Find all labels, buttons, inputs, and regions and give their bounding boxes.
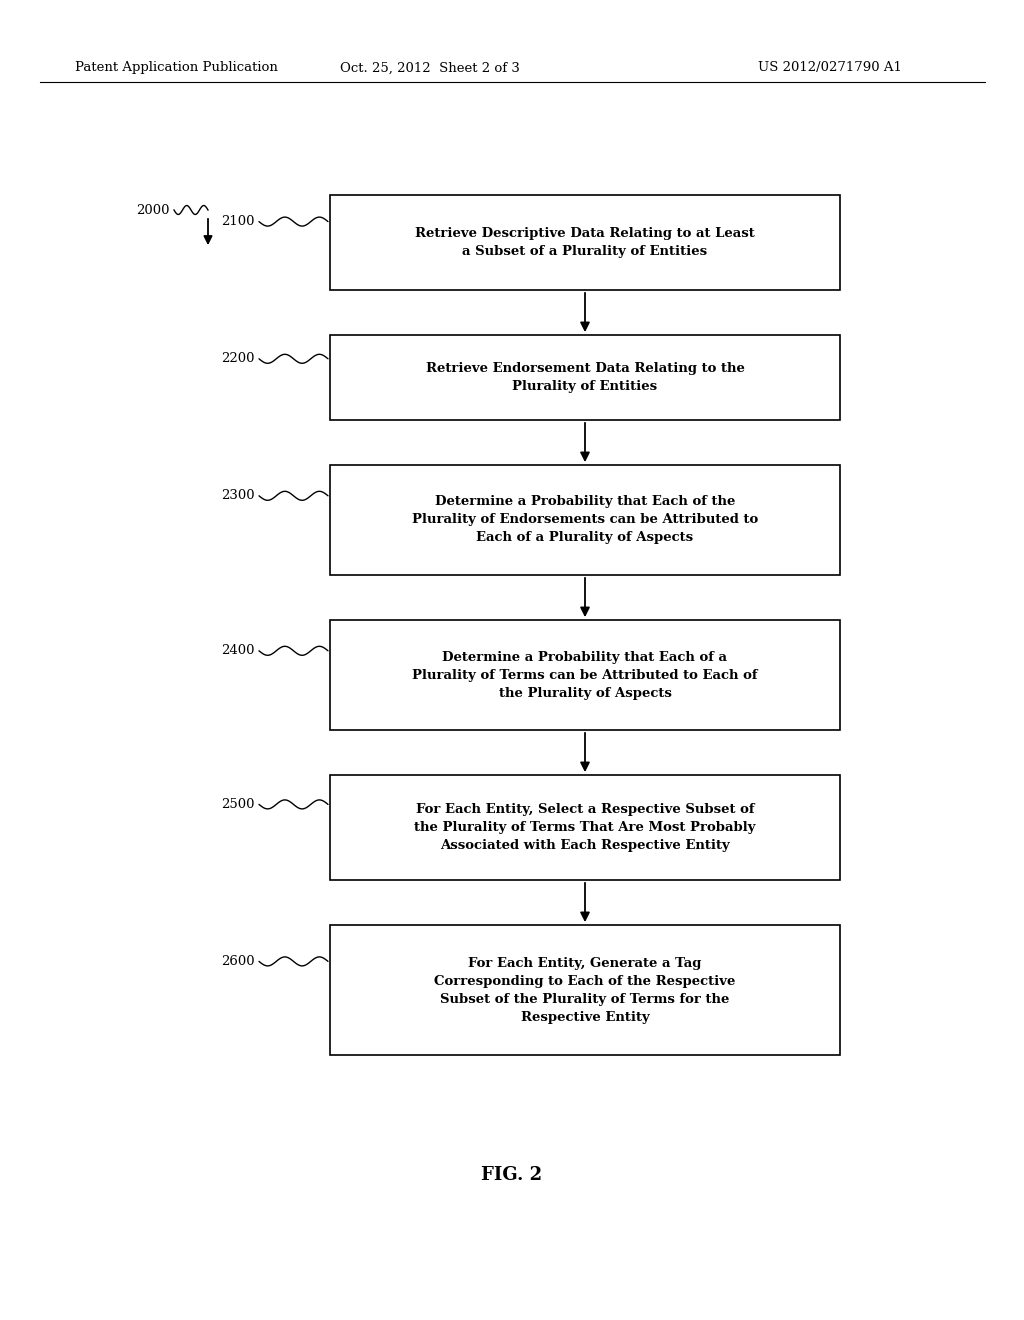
Text: 2600: 2600 [221,954,255,968]
FancyBboxPatch shape [330,925,840,1055]
Text: 2000: 2000 [136,203,170,216]
Text: 2400: 2400 [221,644,255,657]
Text: Determine a Probability that Each of the
Plurality of Endorsements can be Attrib: Determine a Probability that Each of the… [412,495,758,544]
Text: US 2012/0271790 A1: US 2012/0271790 A1 [758,62,902,74]
FancyBboxPatch shape [330,620,840,730]
Text: Oct. 25, 2012  Sheet 2 of 3: Oct. 25, 2012 Sheet 2 of 3 [340,62,520,74]
Text: 2200: 2200 [221,352,255,366]
FancyBboxPatch shape [330,335,840,420]
Text: For Each Entity, Generate a Tag
Corresponding to Each of the Respective
Subset o: For Each Entity, Generate a Tag Correspo… [434,957,735,1023]
Text: For Each Entity, Select a Respective Subset of
the Plurality of Terms That Are M: For Each Entity, Select a Respective Sub… [415,803,756,851]
FancyBboxPatch shape [330,465,840,576]
Text: Retrieve Descriptive Data Relating to at Least
a Subset of a Plurality of Entiti: Retrieve Descriptive Data Relating to at… [415,227,755,257]
Text: Retrieve Endorsement Data Relating to the
Plurality of Entities: Retrieve Endorsement Data Relating to th… [426,362,744,393]
FancyBboxPatch shape [330,195,840,290]
Text: 2100: 2100 [221,215,255,228]
Text: Determine a Probability that Each of a
Plurality of Terms can be Attributed to E: Determine a Probability that Each of a P… [413,651,758,700]
Text: FIG. 2: FIG. 2 [481,1166,543,1184]
FancyBboxPatch shape [330,775,840,880]
Text: 2500: 2500 [221,797,255,810]
Text: Patent Application Publication: Patent Application Publication [75,62,278,74]
Text: 2300: 2300 [221,490,255,503]
